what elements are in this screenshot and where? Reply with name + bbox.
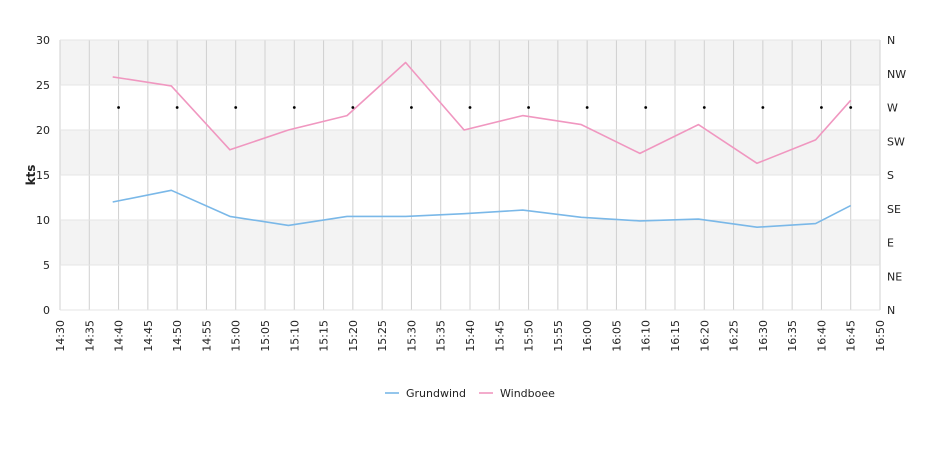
legend-label: Windboee — [500, 387, 555, 400]
direction-marker — [585, 106, 589, 109]
x-tick-label: 15:10 — [288, 320, 301, 352]
y-tick-label: 0 — [43, 304, 50, 317]
direction-marker — [849, 106, 853, 109]
y-tick-label: 25 — [36, 79, 50, 92]
y2-tick-label: N — [887, 34, 895, 47]
x-axis-ticks: 14:30 14:35 14:40 14:45 14:50 14:55 15:00 15:05… — [54, 320, 887, 352]
direction-marker — [175, 106, 179, 109]
direction-marker — [468, 106, 472, 109]
y-tick-label: 20 — [36, 124, 50, 137]
y2-tick-label: W — [887, 102, 898, 115]
x-tick-label: 15:20 — [347, 320, 360, 352]
y-tick-label: 5 — [43, 259, 50, 272]
y2-tick-label: S — [887, 169, 894, 182]
x-tick-label: 15:25 — [376, 320, 389, 352]
direction-marker — [527, 106, 530, 109]
x-tick-label: 14:40 — [113, 320, 126, 352]
x-tick-label: 14:35 — [83, 320, 96, 352]
direction-marker — [820, 106, 823, 109]
x-tick-label: 16:40 — [815, 320, 828, 352]
legend: Grundwind Windboee — [385, 387, 555, 400]
x-tick-label: 16:35 — [786, 320, 799, 352]
direction-marker — [351, 106, 355, 109]
legend-label: Grundwind — [406, 387, 466, 400]
gridlines — [59, 39, 881, 311]
x-tick-label: 15:15 — [318, 320, 331, 352]
y-axis-label: kts — [24, 165, 38, 186]
series-lines — [112, 61, 852, 228]
y-tick-label: 30 — [36, 34, 50, 47]
y2-tick-label: N — [887, 304, 895, 317]
y2-tick-label: NW — [887, 68, 906, 81]
x-tick-label: 15:45 — [493, 320, 506, 352]
x-tick-label: 15:30 — [405, 320, 418, 352]
y2-tick-label: NE — [887, 270, 902, 283]
x-tick-label: 16:45 — [845, 320, 858, 352]
y2-tick-label: SE — [887, 203, 901, 216]
y2-tick-label: E — [887, 237, 894, 250]
y-tick-label: 15 — [36, 169, 50, 182]
x-tick-label: 14:55 — [200, 320, 213, 352]
y2-tick-label: SW — [887, 135, 905, 148]
x-tick-label: 15:50 — [523, 320, 536, 352]
x-tick-label: 14:30 — [54, 320, 67, 352]
x-tick-label: 14:45 — [142, 320, 155, 352]
y2-axis-ticks: N NE E SE S SW W NW N — [887, 34, 906, 317]
x-tick-label: 16:30 — [757, 320, 770, 352]
x-tick-label: 14:50 — [171, 320, 184, 352]
series-line-grundwind — [112, 189, 852, 228]
x-tick-label: 16:15 — [669, 320, 682, 352]
x-tick-label: 15:00 — [230, 320, 243, 352]
x-tick-label: 16:10 — [640, 320, 653, 352]
direction-marker — [761, 106, 765, 109]
x-tick-label: 16:20 — [698, 320, 711, 352]
x-tick-label: 15:55 — [552, 320, 565, 352]
direction-marker — [117, 106, 120, 109]
x-tick-label: 16:05 — [610, 320, 623, 352]
x-tick-label: 16:25 — [728, 320, 741, 352]
y-axis-ticks: 0 5 10 15 20 25 30 — [36, 34, 50, 317]
x-tick-label: 15:35 — [435, 320, 448, 352]
direction-markers — [117, 106, 853, 109]
direction-marker — [292, 106, 296, 109]
series-line-windboee — [112, 61, 852, 165]
direction-marker — [410, 106, 413, 109]
direction-marker — [702, 106, 706, 109]
x-tick-label: 16:00 — [581, 320, 594, 352]
x-tick-label: 16:50 — [874, 320, 887, 352]
y-tick-label: 10 — [36, 214, 50, 227]
direction-marker — [644, 106, 648, 109]
x-tick-label: 15:40 — [464, 320, 477, 352]
direction-marker — [234, 106, 238, 109]
x-tick-label: 15:05 — [259, 320, 272, 352]
